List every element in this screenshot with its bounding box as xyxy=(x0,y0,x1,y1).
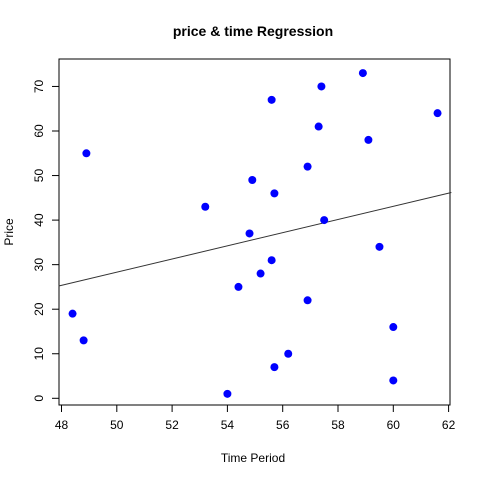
y-tick-label: 10 xyxy=(32,347,46,361)
x-tick-label: 58 xyxy=(331,418,345,432)
data-point xyxy=(270,363,279,372)
data-point xyxy=(267,256,276,265)
x-tick-label: 48 xyxy=(55,418,69,432)
x-tick-label: 62 xyxy=(442,418,456,432)
data-point xyxy=(248,176,257,185)
data-point xyxy=(270,189,279,198)
y-tick-label: 0 xyxy=(32,395,46,402)
data-point xyxy=(245,229,254,238)
data-point xyxy=(201,202,210,211)
data-point xyxy=(317,82,326,91)
x-tick-label: 54 xyxy=(221,418,235,432)
data-point xyxy=(320,216,329,225)
chart-title: price & time Regression xyxy=(173,23,333,39)
data-point xyxy=(375,242,384,251)
data-point xyxy=(68,309,77,318)
data-point xyxy=(303,162,312,171)
data-point xyxy=(389,376,398,385)
y-tick-label: 60 xyxy=(32,124,46,138)
data-point xyxy=(82,149,91,158)
x-axis-label: Time Period xyxy=(221,451,285,465)
y-tick-label: 50 xyxy=(32,169,46,183)
data-points xyxy=(68,69,442,398)
data-point xyxy=(256,269,265,278)
data-point xyxy=(358,69,367,78)
y-tick-label: 40 xyxy=(32,213,46,227)
y-axis: 0 10 20 30 40 50 60 70 xyxy=(32,79,59,402)
data-point xyxy=(284,349,293,358)
data-point xyxy=(234,282,243,291)
plot-frame xyxy=(58,58,451,406)
data-point xyxy=(364,135,373,144)
data-point xyxy=(303,296,312,305)
data-point xyxy=(389,323,398,332)
y-tick-label: 20 xyxy=(32,302,46,316)
data-point xyxy=(314,122,323,131)
y-axis-label: Price xyxy=(2,218,16,246)
data-point xyxy=(433,109,442,118)
data-point xyxy=(223,389,232,398)
x-tick-label: 50 xyxy=(110,418,124,432)
regression-line xyxy=(58,191,452,287)
x-tick-label: 56 xyxy=(276,418,290,432)
y-tick-label: 30 xyxy=(32,258,46,272)
x-tick-label: 60 xyxy=(387,418,401,432)
y-tick-label: 70 xyxy=(32,79,46,93)
data-point xyxy=(79,336,88,345)
x-tick-label: 52 xyxy=(165,418,179,432)
data-point xyxy=(267,95,276,104)
x-axis: 48 50 52 54 56 58 60 62 xyxy=(55,405,456,432)
